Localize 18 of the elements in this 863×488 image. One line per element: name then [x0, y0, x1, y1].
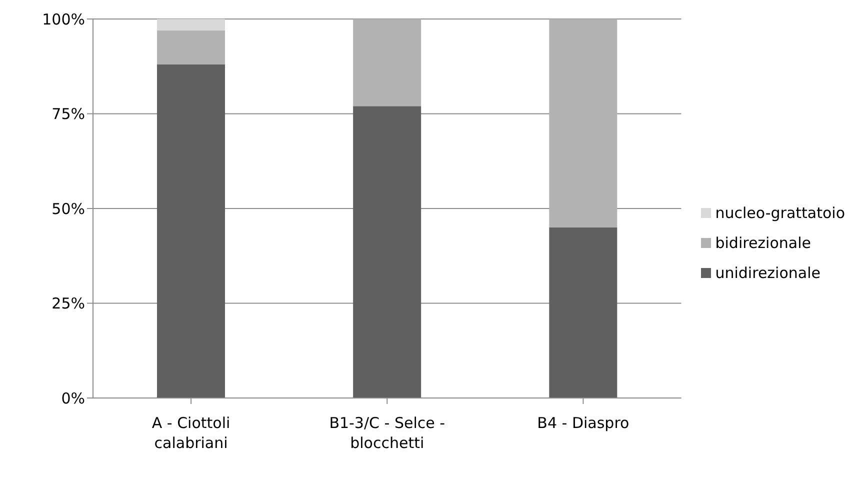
bar: [549, 19, 618, 228]
y-tick-label: 0%: [61, 389, 85, 408]
y-tick-label: 100%: [42, 10, 85, 28]
x-tick-label: B4 - Diaspro: [537, 414, 630, 432]
x-tick-label: A - Ciottoli calabriani: [152, 414, 230, 452]
bar: [157, 30, 225, 64]
bar: [157, 64, 225, 398]
bar: [549, 227, 618, 398]
bar: [353, 19, 422, 106]
bar: [353, 106, 422, 398]
x-tick-label: B1-3/C - Selce - blocchetti: [329, 414, 446, 452]
legend-label: bidirezionale: [715, 234, 811, 252]
legend-label: nucleo-grattatoio: [715, 204, 845, 222]
legend-label: unidirezionale: [715, 264, 820, 282]
y-tick-label: 75%: [52, 105, 85, 124]
y-tick-label: 25%: [52, 294, 85, 313]
bar: [157, 19, 225, 30]
y-tick-label: 50%: [52, 200, 85, 218]
